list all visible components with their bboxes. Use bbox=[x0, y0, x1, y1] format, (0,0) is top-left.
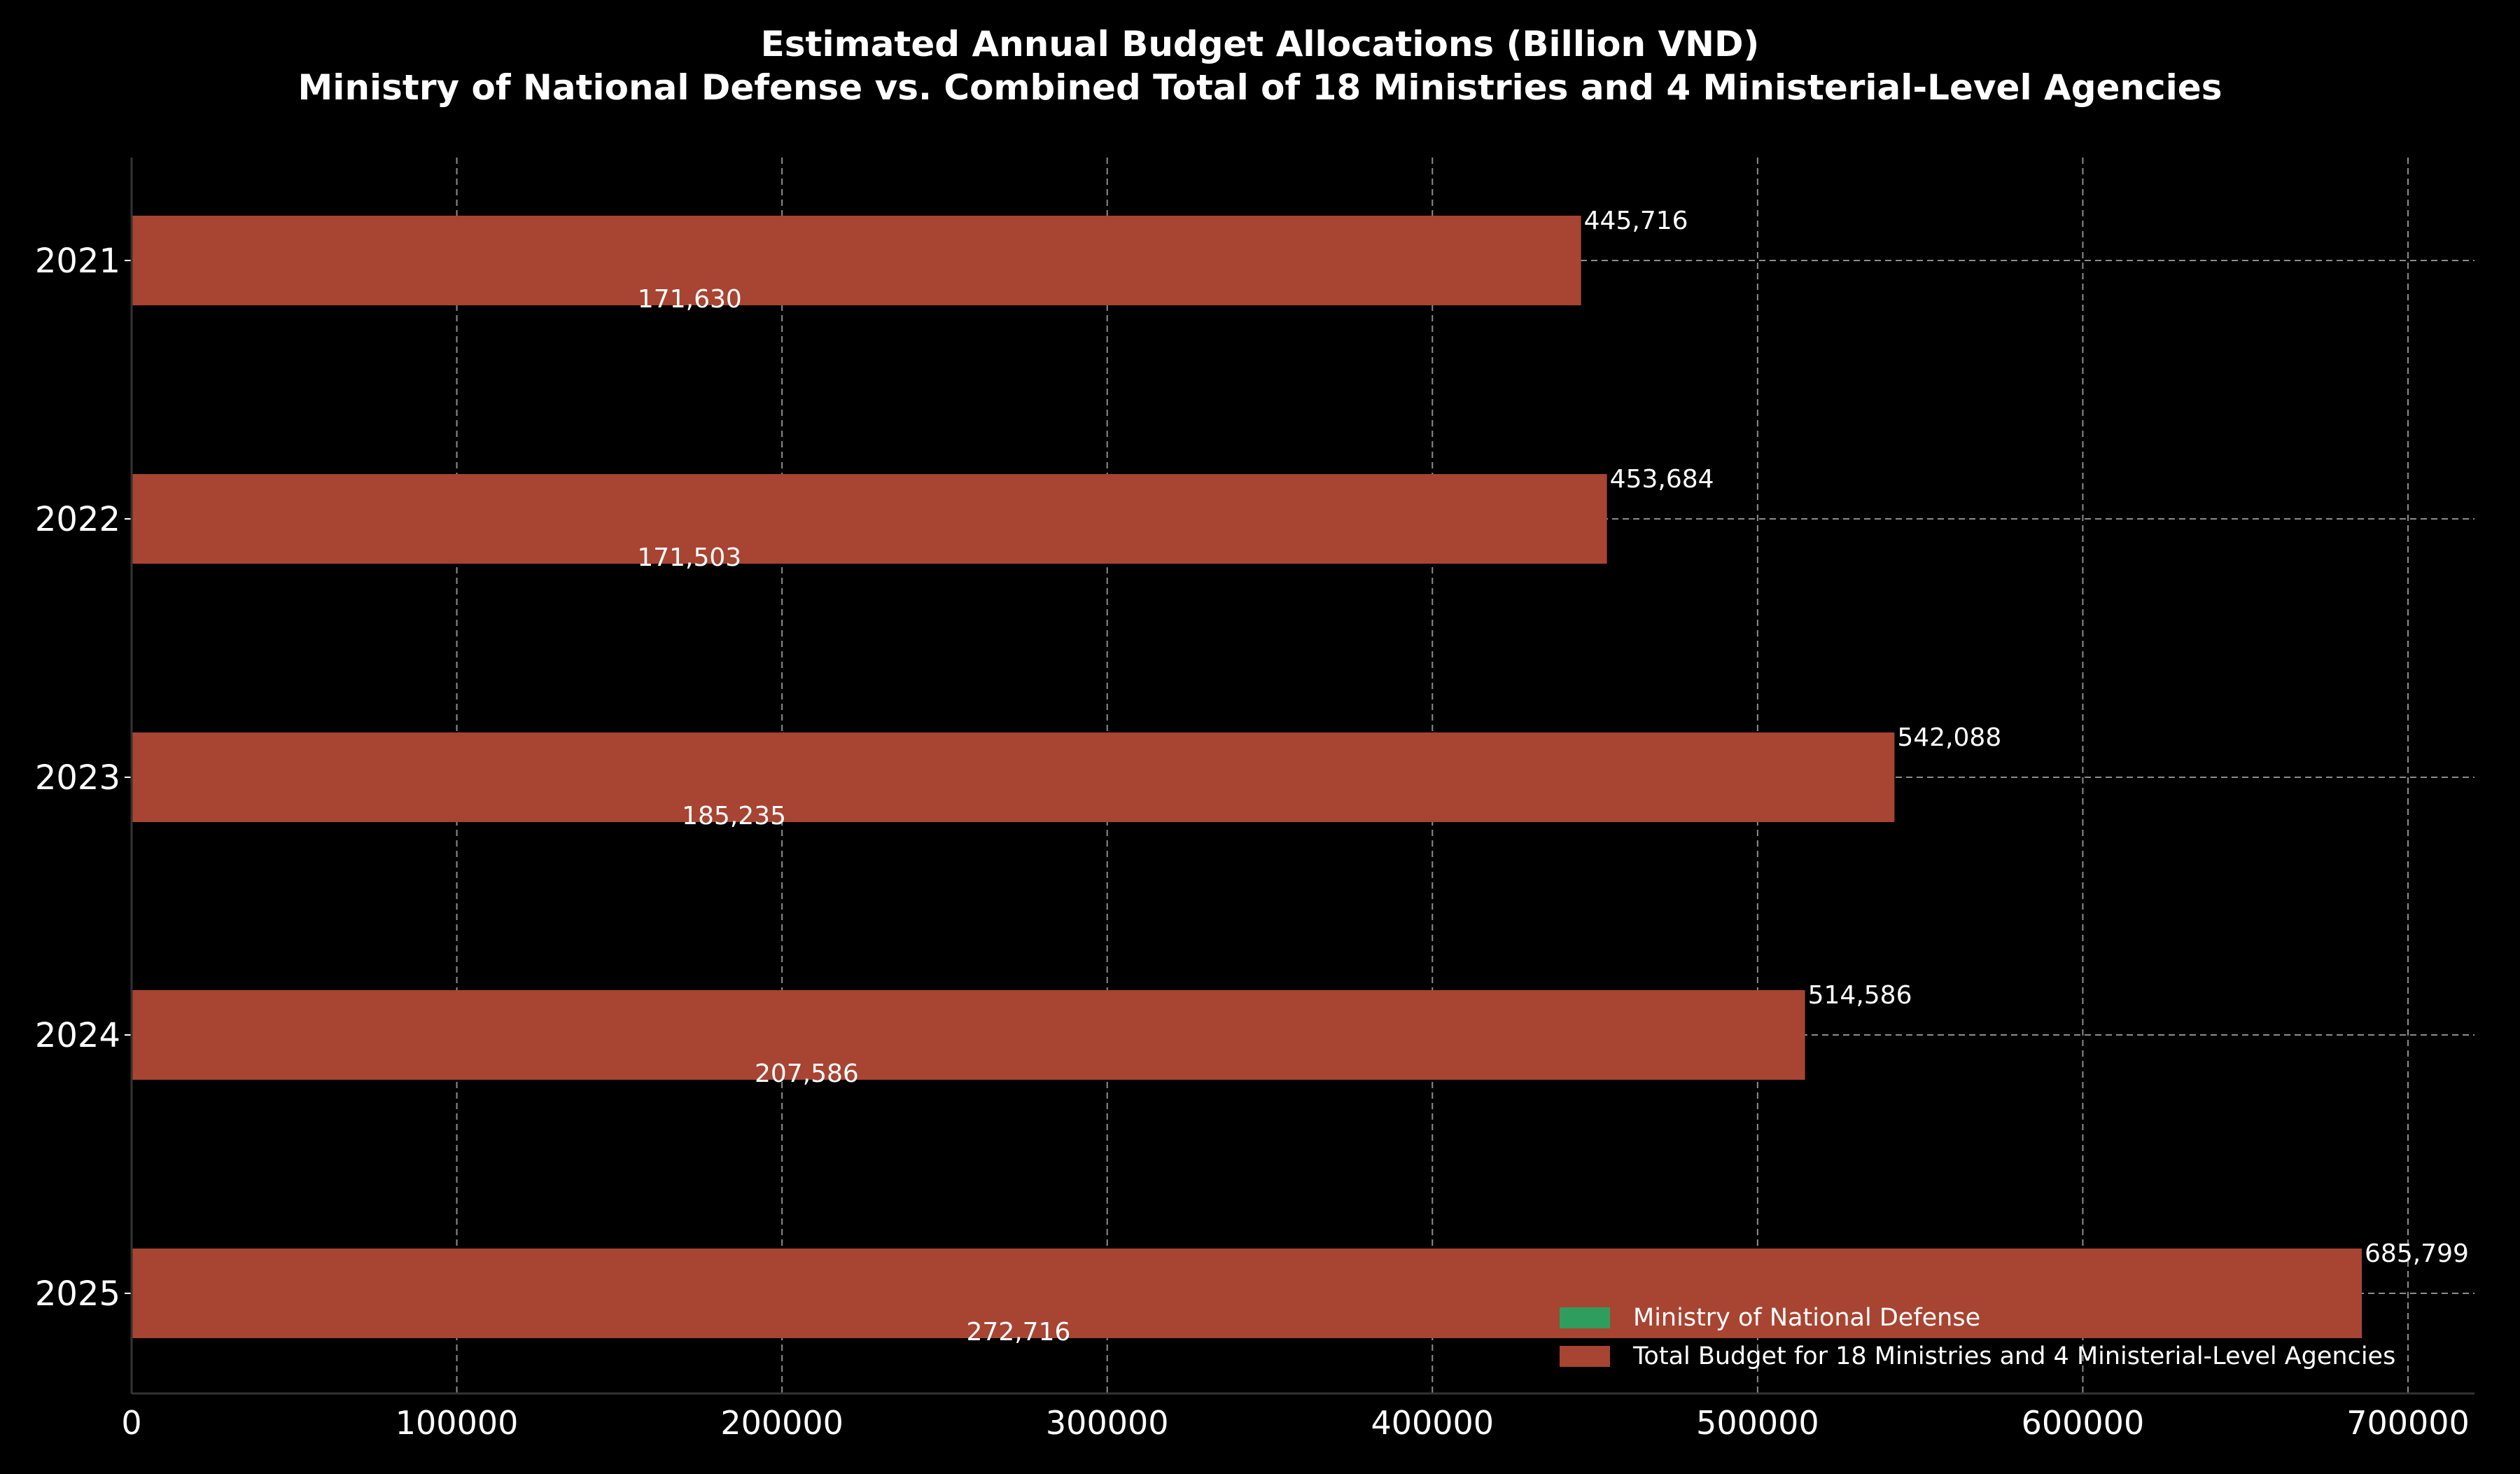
bar-total-2025 bbox=[132, 1249, 2362, 1338]
y-tick-label-2022: 2022 bbox=[35, 500, 120, 539]
label-total-2022: 453,684 bbox=[1610, 465, 1714, 494]
bar-total-2022 bbox=[132, 474, 1607, 564]
label-total-2021: 445,716 bbox=[1584, 207, 1688, 235]
legend-label-defense: Ministry of National Defense bbox=[1633, 1304, 1980, 1332]
x-tick-label-5: 500000 bbox=[1696, 1404, 1819, 1442]
y-tick-label-2024: 2024 bbox=[35, 1016, 120, 1055]
x-tick-label-4: 400000 bbox=[1371, 1404, 1494, 1442]
bar-total-2024 bbox=[132, 990, 1805, 1080]
label-defense-2023: 185,235 bbox=[682, 802, 786, 830]
x-tick-label-0: 0 bbox=[121, 1404, 141, 1442]
x-tick-label-3: 300000 bbox=[1046, 1404, 1169, 1442]
legend-label-total: Total Budget for 18 Ministries and 4 Min… bbox=[1632, 1342, 2395, 1370]
chart-legend: Ministry of National Defense Total Budge… bbox=[1560, 1304, 2395, 1370]
label-defense-2024: 207,586 bbox=[755, 1059, 859, 1088]
bar-total-2021 bbox=[132, 216, 1581, 305]
label-total-2024: 514,586 bbox=[1808, 981, 1912, 1010]
bars bbox=[132, 216, 2362, 1338]
data-labels: 445,716 171,630 453,684 171,503 542,088 185,2… bbox=[637, 207, 2469, 1347]
chart-title: Estimated Annual Budget Allocations (Bil… bbox=[761, 24, 1760, 64]
label-defense-2025: 272,716 bbox=[967, 1318, 1071, 1347]
x-tick-label-6: 600000 bbox=[2022, 1404, 2145, 1442]
x-tick-label-1: 100000 bbox=[396, 1404, 519, 1442]
y-tick-label-2025: 2025 bbox=[35, 1274, 120, 1314]
chart-subtitle: Ministry of National Defense vs. Combine… bbox=[298, 67, 2222, 108]
legend-swatch-total bbox=[1560, 1346, 1610, 1367]
x-tick-label-7: 700000 bbox=[2346, 1404, 2470, 1442]
label-total-2025: 685,799 bbox=[2365, 1239, 2469, 1268]
bar-total-2023 bbox=[132, 732, 1895, 822]
label-defense-2021: 171,630 bbox=[638, 285, 742, 314]
legend-swatch-defense bbox=[1560, 1307, 1610, 1328]
label-total-2023: 542,088 bbox=[1897, 723, 2001, 752]
x-tick-label-2: 200000 bbox=[720, 1404, 844, 1442]
label-defense-2022: 171,503 bbox=[637, 543, 741, 572]
axes: 0 100000 200000 300000 400000 500000 600000 700… bbox=[35, 158, 2474, 1442]
y-tick-label-2023: 2023 bbox=[35, 758, 120, 798]
y-tick-label-2021: 2021 bbox=[35, 242, 120, 281]
